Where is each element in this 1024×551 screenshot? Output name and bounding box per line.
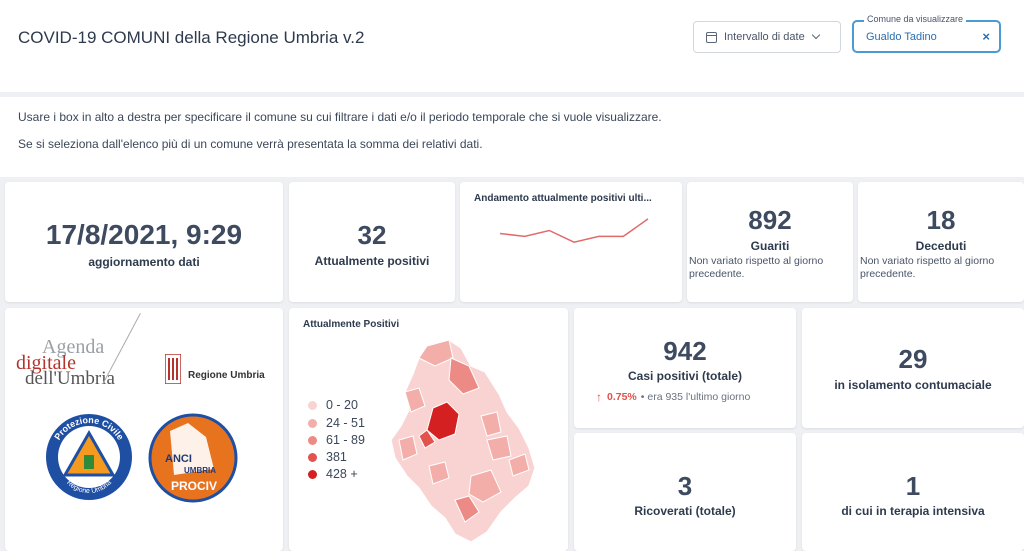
legend-swatch bbox=[308, 400, 317, 410]
deceduti-note: Non variato rispetto al giorno precedent… bbox=[860, 255, 995, 280]
legend-label: 0 - 20 bbox=[326, 398, 358, 412]
trend-title: Andamento attualmente positivi ulti... bbox=[474, 193, 652, 204]
terapia-value: 1 bbox=[905, 471, 921, 501]
deceduti-value: 18 bbox=[926, 205, 956, 235]
map-legend-item: 0 - 20 bbox=[308, 398, 358, 412]
comune-selected-value[interactable]: Gualdo Tadino bbox=[866, 31, 937, 43]
logos-card: Agenda digitale dell'Umbria Regione Umbr… bbox=[5, 308, 283, 551]
update-card: 17/8/2021, 9:29 aggiornamento dati bbox=[5, 182, 283, 302]
positivi-value: 32 bbox=[357, 220, 387, 250]
map-legend-item: 24 - 51 bbox=[308, 416, 365, 430]
anci-text: ANCI bbox=[165, 453, 192, 465]
positivi-label: Attualmente positivi bbox=[314, 254, 430, 268]
legend-swatch bbox=[308, 469, 317, 479]
trend-sparkline bbox=[499, 218, 649, 243]
clear-icon[interactable]: × bbox=[982, 29, 990, 44]
guariti-note: Non variato rispetto al giorno precedent… bbox=[689, 255, 824, 280]
update-label: aggiornamento dati bbox=[88, 255, 200, 269]
casi-label: Casi positivi (totale) bbox=[627, 369, 743, 383]
map-title: Attualmente Positivi bbox=[303, 319, 400, 330]
map-legend-item: 381 bbox=[308, 450, 347, 464]
trend-card: Andamento attualmente positivi ulti... bbox=[460, 182, 682, 302]
isolamento-label: in isolamento contumaciale bbox=[834, 378, 992, 392]
deceduti-label: Deceduti bbox=[915, 239, 967, 253]
dashboard-header: COVID-19 COMUNI della Regione Umbria v.2… bbox=[0, 0, 1024, 92]
casi-card: 942 Casi positivi (totale) ↑ 0.75% • era… bbox=[574, 308, 796, 428]
anci-umbria-prociv-logo: ANCI UMBRIA PROCIV bbox=[148, 413, 238, 503]
guariti-value: 892 bbox=[748, 205, 792, 235]
update-value: 17/8/2021, 9:29 bbox=[45, 219, 243, 250]
map-legend-item: 428 + bbox=[308, 467, 358, 481]
info-line-2: Se si seleziona dall'elenco più di un co… bbox=[18, 137, 483, 151]
umbria-choropleth-map[interactable] bbox=[389, 336, 554, 548]
legend-swatch bbox=[308, 418, 317, 428]
terapia-label: di cui in terapia intensiva bbox=[841, 504, 985, 518]
casi-delta-percent: 0.75% bbox=[607, 391, 637, 403]
map-card: Attualmente Positivi 0 - 20 24 - 51 61 - 8… bbox=[289, 308, 568, 551]
legend-swatch bbox=[308, 435, 317, 445]
guariti-label: Guariti bbox=[750, 239, 790, 253]
terapia-card: 1 di cui in terapia intensiva bbox=[802, 433, 1024, 551]
info-line-1: Usare i box in alto a destra per specifi… bbox=[18, 110, 662, 124]
deceduti-card: 18 Deceduti Non variato rispetto al gior… bbox=[858, 182, 1024, 302]
comune-select[interactable]: Comune da visualizzare Gualdo Tadino × bbox=[852, 14, 1001, 53]
legend-label: 61 - 89 bbox=[326, 433, 365, 447]
calendar-icon bbox=[706, 31, 717, 43]
agenda-logo-line-1: Agenda bbox=[42, 336, 105, 358]
logo-divider bbox=[102, 313, 141, 385]
guariti-card: 892 Guariti Non variato rispetto al gior… bbox=[687, 182, 853, 302]
protezione-civile-logo: Protezione Civile Regione Umbria bbox=[44, 412, 134, 502]
arrow-up-icon: ↑ bbox=[596, 390, 602, 404]
map-legend-item: 61 - 89 bbox=[308, 433, 365, 447]
agenda-logo-line-3: dell'Umbria bbox=[25, 368, 115, 389]
date-range-label: Intervallo di date bbox=[724, 31, 805, 43]
date-range-button[interactable]: Intervallo di date bbox=[693, 21, 841, 53]
trend-line bbox=[499, 218, 649, 243]
casi-value: 942 bbox=[663, 336, 707, 366]
regione-umbria-emblem-icon bbox=[165, 354, 181, 384]
legend-label: 428 + bbox=[326, 467, 358, 481]
casi-delta-note: • era 935 l'ultimo giorno bbox=[640, 391, 751, 403]
info-panel: Usare i box in alto a destra per specifi… bbox=[0, 97, 1024, 177]
legend-label: 381 bbox=[326, 450, 347, 464]
isolamento-value: 29 bbox=[898, 344, 928, 374]
positivi-card: 32 Attualmente positivi bbox=[289, 182, 455, 302]
legend-swatch bbox=[308, 452, 317, 462]
ricoverati-value: 3 bbox=[677, 471, 693, 501]
agenda-logo-line-2: digitale bbox=[16, 352, 76, 374]
ricoverati-label: Ricoverati (totale) bbox=[634, 504, 736, 518]
ricoverati-card: 3 Ricoverati (totale) bbox=[574, 433, 796, 551]
umbria-text: UMBRIA bbox=[184, 466, 216, 475]
isolamento-card: 29 in isolamento contumaciale bbox=[802, 308, 1024, 428]
regione-umbria-label: Regione Umbria bbox=[188, 370, 265, 381]
chevron-down-icon bbox=[811, 30, 820, 40]
comune-select-legend: Comune da visualizzare bbox=[864, 14, 967, 24]
casi-delta: ↑ 0.75% • era 935 l'ultimo giorno bbox=[596, 390, 750, 404]
page-title: COVID-19 COMUNI della Regione Umbria v.2 bbox=[18, 28, 365, 47]
prociv-text: PROCIV bbox=[171, 479, 217, 493]
legend-label: 24 - 51 bbox=[326, 416, 365, 430]
